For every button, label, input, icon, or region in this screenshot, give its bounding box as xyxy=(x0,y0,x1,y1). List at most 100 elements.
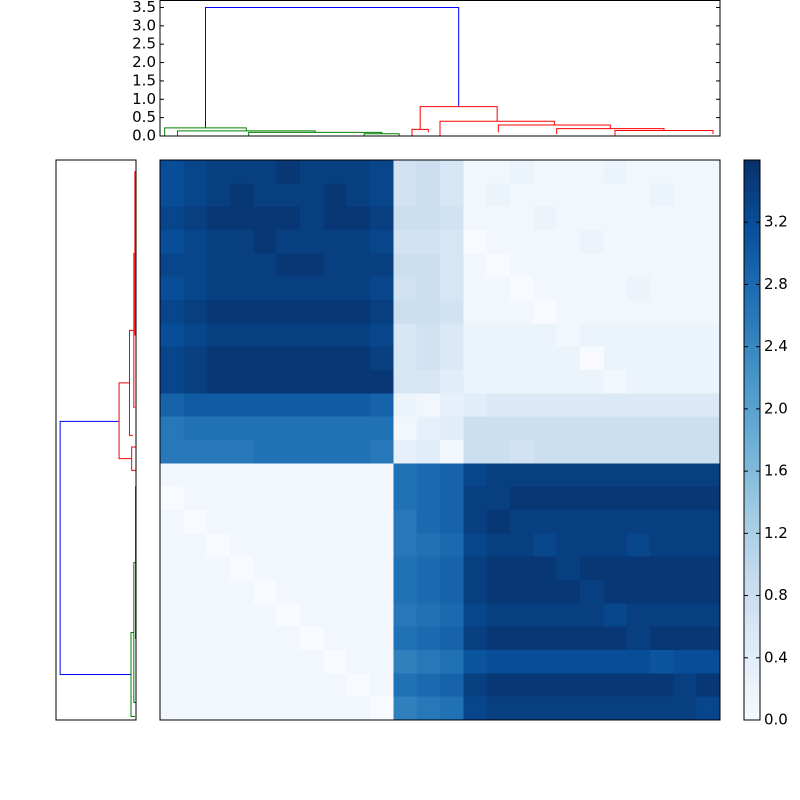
heatmap-cell xyxy=(533,696,558,721)
heatmap-cell xyxy=(486,253,511,278)
heatmap-cell xyxy=(533,533,558,558)
heatmap-cell xyxy=(510,416,534,441)
heatmap-frame xyxy=(159,159,721,721)
heatmap-cell xyxy=(580,650,604,674)
heatmap-cell xyxy=(253,346,278,371)
heatmap-cell xyxy=(696,440,721,464)
heatmap-cell xyxy=(416,673,441,698)
heatmap-cell xyxy=(673,393,698,418)
heatmap-cell xyxy=(440,510,464,534)
heatmap-cell xyxy=(603,416,628,441)
heatmap-cell xyxy=(603,300,628,324)
heatmap-cell xyxy=(603,346,628,371)
heatmap-cell xyxy=(533,486,558,511)
heatmap-cell xyxy=(603,206,628,231)
heatmap-cell xyxy=(650,650,674,674)
heatmap-cell xyxy=(300,276,324,301)
dendrogram-link xyxy=(118,382,132,460)
dendrogram-link xyxy=(59,420,132,675)
heatmap-cell xyxy=(463,393,488,418)
heatmap-cell xyxy=(183,230,208,254)
heatmap-cell xyxy=(393,696,418,721)
heatmap-cell xyxy=(533,230,558,254)
heatmap-cell xyxy=(253,440,278,464)
heatmap-cell xyxy=(393,323,418,348)
heatmap-cell xyxy=(276,160,301,184)
heatmap-cell xyxy=(370,673,394,698)
heatmap-cell xyxy=(346,393,371,418)
heatmap-cell xyxy=(300,510,324,534)
heatmap-cell xyxy=(276,346,301,371)
heatmap-cell xyxy=(603,160,628,184)
heatmap-cell xyxy=(696,160,721,184)
heatmap-cells xyxy=(160,160,721,721)
heatmap-cell xyxy=(580,183,604,208)
heatmap-cell xyxy=(276,486,301,511)
heatmap-cell xyxy=(510,440,534,464)
heatmap-cell xyxy=(556,556,581,581)
heatmap-cell xyxy=(183,393,208,418)
heatmap-cell xyxy=(463,510,488,534)
heatmap-cell xyxy=(370,603,394,628)
heatmap-cell xyxy=(556,323,581,348)
heatmap-cell xyxy=(440,276,464,301)
heatmap-cell xyxy=(253,556,278,581)
heatmap-cell xyxy=(510,650,534,674)
heatmap-cell xyxy=(300,300,324,324)
heatmap-cell xyxy=(416,416,441,441)
heatmap-cell xyxy=(603,603,628,628)
heatmap-cell xyxy=(323,346,348,371)
heatmap-cell xyxy=(440,463,464,488)
heatmap-cell xyxy=(370,416,394,441)
heatmap-cell xyxy=(486,510,511,534)
heatmap-cell xyxy=(323,440,348,464)
heatmap-cell xyxy=(206,276,231,301)
heatmap-cell xyxy=(556,393,581,418)
heatmap-cell xyxy=(533,440,558,464)
heatmap-cell xyxy=(626,160,651,184)
heatmap-cell xyxy=(346,160,371,184)
heatmap-cell xyxy=(486,393,511,418)
heatmap-cell xyxy=(696,696,721,721)
heatmap-cell xyxy=(416,463,441,488)
heatmap-cell xyxy=(463,416,488,441)
heatmap-cell xyxy=(650,533,674,558)
heatmap-cell xyxy=(393,673,418,698)
heatmap-cell xyxy=(696,650,721,674)
heatmap-cell xyxy=(346,206,371,231)
heatmap-cell xyxy=(463,463,488,488)
heatmap-cell xyxy=(230,673,254,698)
heatmap-cell xyxy=(626,440,651,464)
heatmap-cell xyxy=(206,533,231,558)
heatmap-cell xyxy=(323,533,348,558)
heatmap-cell xyxy=(440,300,464,324)
heatmap-cell xyxy=(463,533,488,558)
dendrogram-link xyxy=(439,120,555,136)
heatmap-cell xyxy=(230,393,254,418)
heatmap-cell xyxy=(486,463,511,488)
heatmap-cell xyxy=(416,533,441,558)
heatmap-cell xyxy=(486,370,511,394)
heatmap-cell xyxy=(696,603,721,628)
heatmap-cell xyxy=(276,183,301,208)
heatmap-cell xyxy=(393,206,418,231)
heatmap-cell xyxy=(346,580,371,604)
heatmap-cell xyxy=(416,626,441,651)
heatmap-cell xyxy=(626,416,651,441)
heatmap-cell xyxy=(393,440,418,464)
heatmap-cell xyxy=(673,486,698,511)
heatmap-cell xyxy=(206,486,231,511)
heatmap-cell xyxy=(276,230,301,254)
heatmap-cell xyxy=(510,603,534,628)
heatmap-cell xyxy=(673,650,698,674)
heatmap-cell xyxy=(696,626,721,651)
colorbar-tick-label: 1.2 xyxy=(764,524,788,542)
heatmap-cell xyxy=(603,510,628,534)
heatmap-cell xyxy=(673,673,698,698)
heatmap-cell xyxy=(323,510,348,534)
heatmap-cell xyxy=(603,393,628,418)
heatmap-cell xyxy=(673,300,698,324)
heatmap-cell xyxy=(160,300,184,324)
heatmap-cell xyxy=(580,533,604,558)
colorbar xyxy=(744,160,760,720)
